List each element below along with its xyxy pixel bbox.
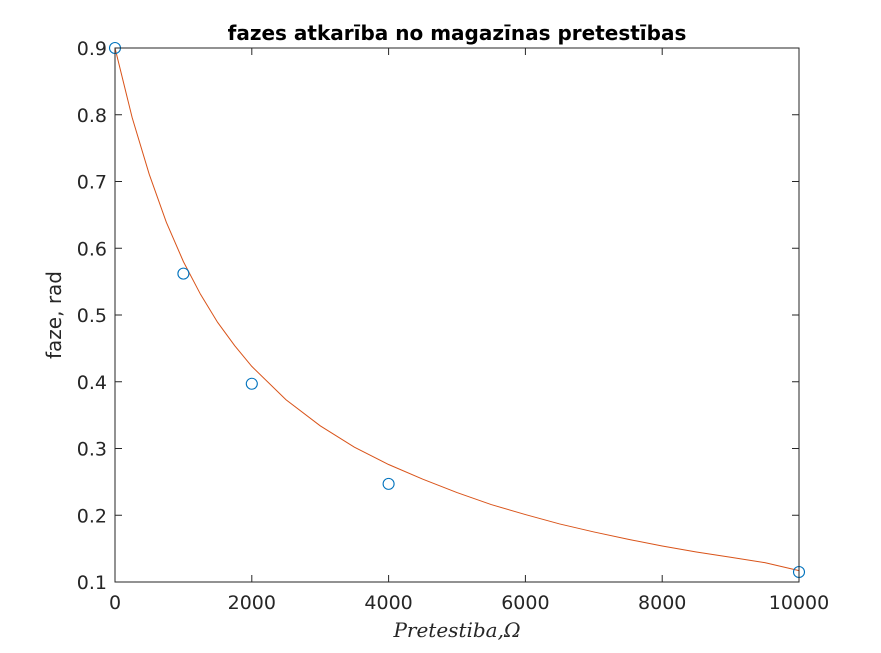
y-axis-label: faze, rad: [42, 271, 66, 359]
y-tick-label: 0.2: [77, 505, 107, 527]
x-tick-label: 6000: [501, 592, 549, 614]
data-point: [177, 267, 190, 280]
data-point: [245, 377, 258, 390]
x-tick-label: 2000: [228, 592, 276, 614]
y-tick-label: 0.8: [77, 105, 107, 127]
y-tick-label: 0.3: [77, 439, 107, 461]
lines-layer: [114, 47, 800, 572]
x-axis-label: Pretestiba,Ω: [392, 618, 520, 642]
x-tick-label: 0: [109, 592, 121, 614]
y-tick-label: 0.5: [77, 305, 107, 327]
y-tick-label: 0.6: [77, 238, 107, 260]
y-tick-label: 0.1: [77, 572, 107, 594]
fit-curve: [114, 47, 800, 572]
ticks-layer: 0 2000 4000 6000 8000 10000 0.1 0.2 0.3 0.4 0.5 0.6…: [77, 38, 829, 614]
x-tick-label: 4000: [364, 592, 412, 614]
x-tick-label: 10000: [769, 592, 829, 614]
chart-title: fazes atkarība no magazīnas pretestības: [228, 21, 687, 45]
y-tick-label: 0.7: [77, 172, 107, 194]
y-tick-label: 0.9: [77, 38, 107, 60]
x-tick-label: 8000: [638, 592, 686, 614]
data-point: [382, 477, 395, 490]
plot-area: [115, 48, 799, 582]
y-tick-label: 0.4: [77, 372, 107, 394]
